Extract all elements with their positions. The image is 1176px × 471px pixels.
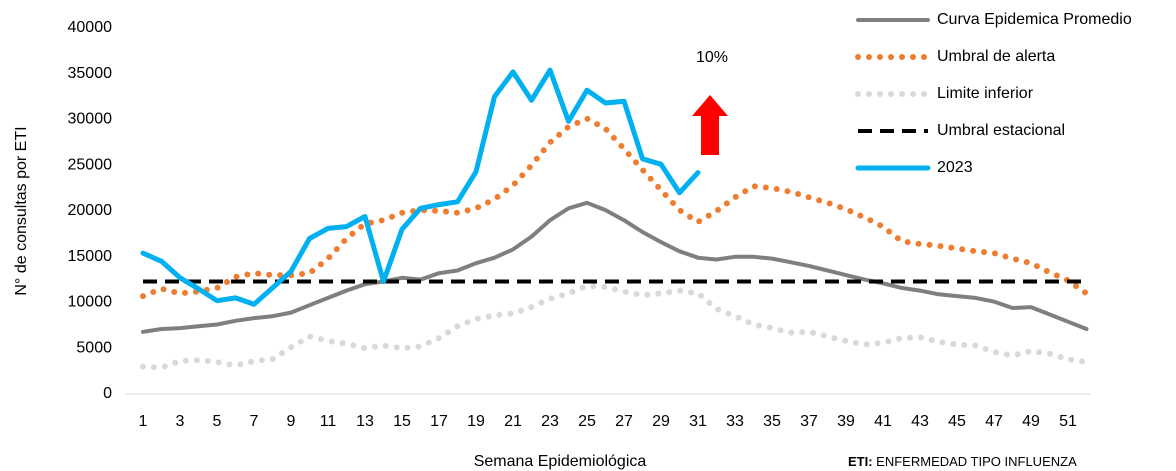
x-tick-label: 51	[1059, 413, 1077, 430]
x-tick-label: 1	[139, 413, 148, 430]
x-tick-label: 45	[948, 413, 966, 430]
x-tick-label: 17	[430, 413, 448, 430]
x-tick-label: 33	[726, 413, 744, 430]
x-tick-label: 47	[985, 413, 1003, 430]
footnote: ETI: ENFERMEDAD TIPO INFLUENZA	[848, 454, 1077, 469]
x-tick-label: 37	[800, 413, 818, 430]
y-axis-label: N° de consultas por ETI	[13, 126, 30, 295]
legend-label: Curva Epidemica Promedio	[937, 11, 1132, 28]
legend-label: 2023	[937, 159, 973, 176]
x-tick-label: 5	[213, 413, 222, 430]
x-tick-label: 7	[250, 413, 259, 430]
x-tick-label: 11	[320, 413, 337, 430]
y-tick-label: 35000	[68, 65, 113, 82]
y-tick-label: 25000	[68, 156, 113, 173]
x-tick-label: 35	[763, 413, 781, 430]
footnote-text: ENFERMEDAD TIPO INFLUENZA	[873, 454, 1078, 469]
x-tick-label: 43	[911, 413, 929, 430]
x-tick-label: 25	[578, 413, 596, 430]
y-tick-label: 10000	[68, 294, 113, 311]
legend-label: Limite inferior	[937, 85, 1034, 102]
annotation: 10%	[696, 49, 728, 66]
footnote-bold: ETI:	[848, 454, 873, 469]
x-tick-label: 19	[467, 413, 485, 430]
x-tick-label: 29	[652, 413, 670, 430]
x-tick-label: 31	[689, 413, 707, 430]
x-tick-label: 9	[287, 413, 296, 430]
y-tick-label: 30000	[68, 111, 113, 128]
x-tick-label: 3	[176, 413, 185, 430]
series-line	[140, 67, 701, 307]
x-tick-label: 15	[393, 413, 411, 430]
x-tick-label: 41	[874, 413, 892, 430]
y-tick-label: 0	[103, 385, 112, 402]
x-tick-label: 21	[504, 413, 522, 430]
legend-label: Umbral estacional	[937, 122, 1065, 139]
x-tick-label: 27	[615, 413, 633, 430]
legend-label: Umbral de alerta	[937, 48, 1055, 65]
y-tick-label: 5000	[76, 339, 112, 356]
arrow	[692, 95, 728, 155]
series-line	[140, 283, 1090, 371]
y-tick-label: 20000	[68, 202, 113, 219]
x-axis-label: Semana Epidemiológica	[474, 453, 647, 470]
y-tick-label: 15000	[68, 248, 113, 265]
x-tick-label: 23	[541, 413, 559, 430]
series-line	[141, 200, 1089, 334]
x-tick-label: 39	[837, 413, 855, 430]
x-tick-label: 13	[356, 413, 374, 430]
y-tick-label: 40000	[68, 19, 113, 36]
series-line	[140, 115, 1090, 300]
x-tick-label: 49	[1022, 413, 1040, 430]
